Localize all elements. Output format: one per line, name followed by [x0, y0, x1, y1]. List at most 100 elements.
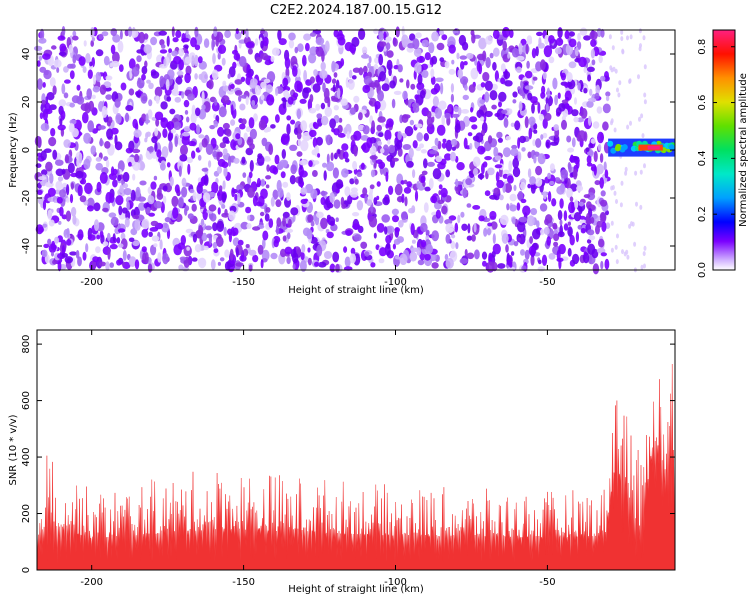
spectrogram-cell	[368, 56, 372, 64]
spectrogram-cell	[382, 196, 390, 206]
spectrogram-cell	[459, 55, 467, 60]
spectrogram-cell	[585, 147, 590, 153]
spectrogram-cell	[245, 206, 252, 214]
spectrogram-cell	[63, 92, 69, 99]
spectrogram-cell	[111, 60, 120, 68]
spectrogram-cell	[502, 26, 510, 38]
spectrogram-cell	[587, 192, 596, 201]
spectrogram-cell	[265, 207, 271, 213]
spectrogram-cell	[324, 40, 330, 53]
spectrogram-cell	[217, 192, 221, 197]
spectrogram-cell	[75, 170, 84, 179]
spectrogram-cell	[296, 151, 303, 157]
spectrogram-cell	[140, 161, 145, 171]
spectrogram-cell	[277, 161, 284, 170]
spectrogram-cell	[290, 207, 299, 216]
spectrogram-cell	[642, 251, 646, 257]
spectrogram-cell	[351, 36, 360, 48]
spectrogram-cell	[180, 144, 188, 156]
snr-y-tick-label: 600	[21, 391, 32, 410]
spectrogram-cell	[561, 119, 567, 130]
spectrogram-x-ticks: -200 -150 -100 -50	[80, 30, 556, 288]
snr-x-axis-label: Height of straight line (km)	[288, 584, 424, 595]
spectrogram-cell	[500, 214, 509, 226]
spectrogram-cell	[110, 44, 116, 55]
spectrogram-cell	[212, 150, 218, 158]
spectrogram-cell	[414, 62, 422, 74]
spectrogram-cell	[262, 230, 269, 241]
spectrogram-cell	[344, 256, 351, 268]
spectrogram-cell	[455, 242, 459, 250]
spectrogram-cell	[495, 171, 500, 183]
spectrogram-cell	[249, 160, 254, 172]
spectrogram-cell	[299, 159, 308, 166]
spectrogram-cell	[492, 61, 497, 71]
spectrogram-cell	[309, 94, 314, 103]
spectrogram-cell	[605, 95, 610, 102]
spectrogram-cell	[537, 102, 541, 114]
spectrogram-cell	[620, 29, 624, 35]
spectrogram-cell	[224, 261, 231, 271]
spectrogram-cell	[410, 223, 415, 236]
spectrogram-cell	[462, 94, 469, 101]
spectrogram-cell	[412, 169, 416, 179]
spectrogram-cell	[424, 253, 431, 261]
spectrogram-cell	[633, 241, 637, 247]
spec-y-tick-label: 40	[21, 48, 32, 61]
spectrogram-cell	[198, 257, 207, 269]
spectrogram-cell	[450, 240, 456, 250]
spectrogram-cell	[305, 42, 310, 52]
spectrogram-cell	[143, 202, 152, 209]
spectrogram-cell	[507, 175, 514, 184]
spectrogram-cell	[545, 141, 550, 148]
spectrogram-cell	[72, 54, 77, 64]
spectrogram-cell	[353, 95, 360, 103]
spectrogram-cell	[428, 42, 435, 54]
spectrogram-cell	[289, 144, 298, 151]
spectrogram-cell	[51, 45, 57, 50]
spectrogram-cell	[445, 169, 451, 178]
spectrogram-cell	[217, 261, 221, 266]
spectrogram-cell	[60, 110, 66, 120]
spectrogram-cells	[33, 25, 676, 275]
spectrogram-cell	[548, 56, 555, 64]
spectrogram-cell	[554, 47, 562, 55]
spectrogram-cell	[288, 32, 296, 41]
spectrogram-cell	[282, 181, 289, 188]
spectrogram-cell	[69, 251, 77, 256]
spectrogram-cell	[166, 162, 171, 168]
spectrogram-cell	[224, 249, 230, 258]
spectrogram-cell	[148, 146, 154, 153]
spectrogram-cell	[484, 190, 491, 197]
spectrogram-cell	[72, 35, 79, 41]
spectrogram-cell	[369, 155, 378, 160]
spectrogram-cell	[209, 125, 216, 130]
spectrogram-cell	[193, 54, 199, 67]
spectrogram-cell	[33, 45, 43, 52]
spectrogram-cell	[65, 197, 70, 203]
spectrogram-cell	[376, 195, 380, 201]
spectrogram-cell	[232, 237, 240, 247]
spectrogram-cell	[196, 124, 201, 135]
spectrogram-cell	[202, 208, 208, 221]
spectrogram-cell	[221, 204, 226, 209]
spectrogram-cell	[528, 127, 533, 140]
spectrogram-cell	[500, 63, 506, 72]
spectrogram-cell	[356, 200, 364, 211]
spectrogram-cell	[290, 90, 294, 96]
spectrogram-cell	[493, 187, 501, 195]
spectrogram-cell	[472, 205, 481, 210]
spectrogram-cell	[597, 143, 602, 151]
spectrogram-cell	[156, 192, 164, 200]
spectrogram-cell	[512, 157, 519, 169]
spectrogram-cell	[628, 223, 632, 229]
spectrogram-cell	[48, 136, 57, 147]
spectrogram-cell	[613, 190, 617, 196]
spectrogram-cell	[356, 171, 363, 177]
spectrogram-cell	[326, 161, 335, 172]
spectrogram-cell	[265, 84, 273, 94]
spectrogram-cell	[201, 232, 208, 242]
spectrogram-cell	[559, 219, 563, 226]
spectrogram-cell	[554, 94, 558, 106]
